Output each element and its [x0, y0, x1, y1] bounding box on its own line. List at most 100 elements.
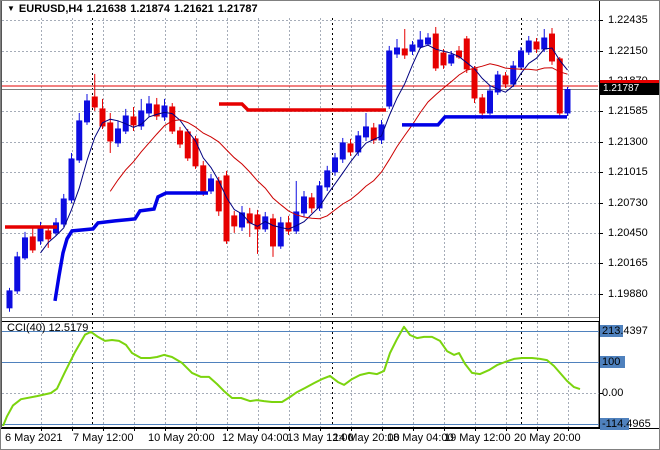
- ma-slow-line: [109, 63, 568, 220]
- candle-body: [471, 68, 478, 99]
- candle-body: [370, 127, 377, 141]
- candle-body: [324, 170, 331, 188]
- candle-body: [316, 185, 323, 209]
- candle-body: [223, 175, 230, 242]
- chart-title: ▼ EURUSD,H4 1.21638 1.21874 1.21621 1.21787: [7, 3, 262, 15]
- candle-body: [332, 157, 338, 173]
- cci-level-highlight: [600, 418, 629, 430]
- candle-body: [107, 122, 114, 142]
- candle-body: [270, 218, 276, 247]
- cci-axis-label: -114.4965: [602, 418, 651, 430]
- candle-body: [84, 100, 90, 123]
- candle-body: [378, 124, 385, 141]
- price-axis-label: 1.21015: [608, 166, 648, 178]
- candle-body: [169, 106, 176, 132]
- candle-body: [510, 65, 517, 85]
- price-axis-label: 1.20730: [608, 197, 648, 209]
- candle-body: [448, 54, 455, 64]
- candle-body: [494, 74, 501, 93]
- candle-body: [161, 105, 168, 118]
- symbol-dropdown-icon[interactable]: ▼: [7, 4, 15, 13]
- candle-body: [541, 37, 548, 50]
- cci-level-highlight: [600, 325, 623, 337]
- cci-axis-label: 213.4397: [602, 325, 648, 337]
- time-axis-label: 14 May 20:00: [333, 432, 400, 444]
- price-axis-label: 1.20450: [608, 227, 648, 239]
- candle-body: [45, 230, 52, 240]
- time-axis-label: 12 May 04:00: [222, 432, 289, 444]
- candle-body: [254, 214, 261, 230]
- price-axis-label: 1.19880: [608, 288, 648, 300]
- candle-body: [277, 222, 284, 247]
- trailing-stop-line: [402, 115, 567, 127]
- cci-line: [2, 325, 581, 426]
- candle-body: [60, 198, 67, 225]
- candle-body: [425, 37, 431, 45]
- time-axis-label: 20 May 20:00: [514, 432, 581, 444]
- candle-body: [285, 222, 292, 232]
- candle-body: [115, 128, 121, 144]
- price-axis-label: 1.22150: [608, 45, 648, 57]
- time-axis-label: 13 May 12:00: [287, 432, 354, 444]
- candle-body: [146, 103, 152, 114]
- ohlc-open: 1.21638: [86, 3, 127, 15]
- candle-body: [6, 290, 13, 309]
- candle-body: [29, 236, 36, 251]
- candle-body: [246, 213, 253, 224]
- trailing-stop-line: [219, 102, 386, 112]
- candle-body: [208, 178, 214, 192]
- candle-body: [479, 97, 486, 114]
- candle-body: [22, 237, 28, 259]
- candle-body: [347, 143, 354, 153]
- time-axis-label: 10 May 20:00: [148, 432, 215, 444]
- candle-body: [409, 44, 416, 52]
- symbol-label: EURUSD,H4: [18, 3, 83, 15]
- candle-body: [68, 158, 75, 201]
- bid-price-tag: 1.21787: [600, 83, 659, 95]
- trailing-stop-line: [53, 191, 208, 302]
- candle-body: [463, 38, 470, 70]
- candle-body: [308, 197, 315, 209]
- main-panel: [2, 26, 598, 312]
- candle-body: [339, 142, 346, 160]
- candle-body: [239, 212, 245, 228]
- candle-body: [138, 110, 145, 127]
- candle-body: [533, 41, 540, 50]
- candle-body: [200, 165, 207, 192]
- indicator-label: CCI(40) 12.5179: [7, 322, 89, 334]
- candle-body: [394, 47, 400, 55]
- indicator-plot: [2, 325, 581, 426]
- candle-body: [386, 50, 393, 107]
- candle-body: [440, 52, 447, 66]
- cci-axis-label: 0.00: [602, 387, 624, 399]
- candle-body: [130, 116, 137, 126]
- candle-body: [192, 138, 199, 167]
- candle-body: [293, 211, 300, 232]
- candle-body: [99, 108, 106, 127]
- cci-axis-label: 100: [602, 356, 621, 368]
- candle-body: [153, 104, 160, 117]
- candle-body: [76, 120, 83, 161]
- candle-body: [184, 131, 191, 159]
- candle-body: [14, 256, 21, 292]
- ohlc-high: 1.21874: [130, 3, 171, 15]
- candle-body: [91, 96, 98, 108]
- candle-body: [417, 39, 424, 48]
- candle-body: [177, 130, 183, 145]
- candle-body: [518, 50, 524, 68]
- candle-body: [502, 75, 509, 85]
- ohlc-low: 1.21621: [174, 3, 214, 15]
- ma-fast-line: [40, 44, 568, 254]
- ohlc-close: 1.21787: [217, 3, 258, 15]
- time-axis-label: 6 May 2021: [5, 432, 63, 444]
- time-axis-label: 18 May 04:00: [387, 432, 454, 444]
- candle-body: [231, 215, 238, 227]
- candle-body: [556, 58, 563, 114]
- time-axis-label: 19 May 12:00: [444, 432, 511, 444]
- candle-body: [487, 90, 493, 114]
- candle-body: [564, 88, 571, 114]
- price-axis-label: 1.21300: [608, 136, 648, 148]
